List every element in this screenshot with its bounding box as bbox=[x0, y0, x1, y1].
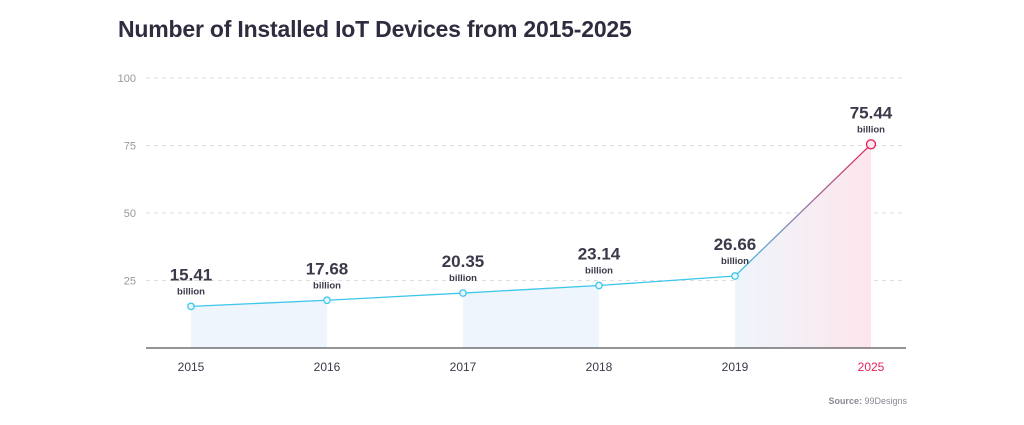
y-tick-label-100: 100 bbox=[118, 73, 136, 85]
line-segment-2016-2017 bbox=[326, 292, 464, 301]
data-points bbox=[187, 139, 877, 311]
x-tick-label-2025: 2025 bbox=[858, 360, 885, 374]
data-point-2017 bbox=[459, 289, 467, 297]
series-line bbox=[190, 143, 872, 308]
data-unit-2019: billion bbox=[721, 256, 749, 267]
data-point-2018 bbox=[595, 281, 603, 290]
y-tick-label-50: 50 bbox=[124, 208, 136, 220]
area-fill-2015 bbox=[191, 300, 327, 348]
x-tick-label-2017: 2017 bbox=[450, 360, 477, 374]
data-unit-2016: billion bbox=[313, 280, 341, 291]
data-point-2019 bbox=[731, 272, 739, 280]
data-label-2015: 15.41 bbox=[170, 265, 213, 284]
data-point-2025 bbox=[865, 139, 877, 150]
area-fills bbox=[191, 144, 871, 348]
source-value: 99Designs bbox=[864, 396, 907, 406]
data-label-2019: 26.66 bbox=[714, 235, 757, 254]
data-labels: 15.41 billion 17.68 billion 20.35 billion 23.1… bbox=[170, 103, 893, 297]
data-label-2025: 75.44 bbox=[850, 103, 893, 122]
data-label-2018: 23.14 bbox=[578, 245, 621, 264]
line-segment-2018-2019 bbox=[598, 275, 736, 287]
x-tick-label-2018: 2018 bbox=[586, 360, 613, 374]
x-tick-label-2015: 2015 bbox=[178, 360, 205, 374]
data-label-2016: 17.68 bbox=[306, 259, 349, 278]
data-unit-2018: billion bbox=[585, 266, 613, 277]
chart-title: Number of Installed IoT Devices from 201… bbox=[118, 16, 632, 42]
data-point-2016 bbox=[323, 296, 331, 305]
source-label: Source: bbox=[828, 396, 862, 406]
area-fill-2017 bbox=[463, 285, 599, 348]
line-segment-2019-2025 bbox=[734, 143, 872, 277]
y-tick-label-75: 75 bbox=[124, 141, 136, 153]
y-tick-label-25: 25 bbox=[124, 276, 136, 288]
data-unit-2025: billion bbox=[857, 124, 885, 135]
x-tick-labels: 2015 2016 2017 2018 2019 2025 bbox=[178, 360, 885, 374]
x-tick-label-2019: 2019 bbox=[722, 360, 749, 374]
data-point-2015 bbox=[187, 302, 195, 311]
data-unit-2017: billion bbox=[449, 273, 477, 284]
source-note: Source: 99Designs bbox=[828, 396, 907, 406]
line-segment-2015-2016 bbox=[190, 299, 328, 308]
y-tick-labels: 25 50 75 100 bbox=[118, 73, 136, 288]
data-label-2017: 20.35 bbox=[442, 252, 485, 271]
area-fill-2019 bbox=[735, 144, 871, 348]
line-segment-2017-2018 bbox=[462, 284, 600, 294]
data-unit-2015: billion bbox=[177, 286, 205, 297]
x-tick-label-2016: 2016 bbox=[314, 360, 341, 374]
